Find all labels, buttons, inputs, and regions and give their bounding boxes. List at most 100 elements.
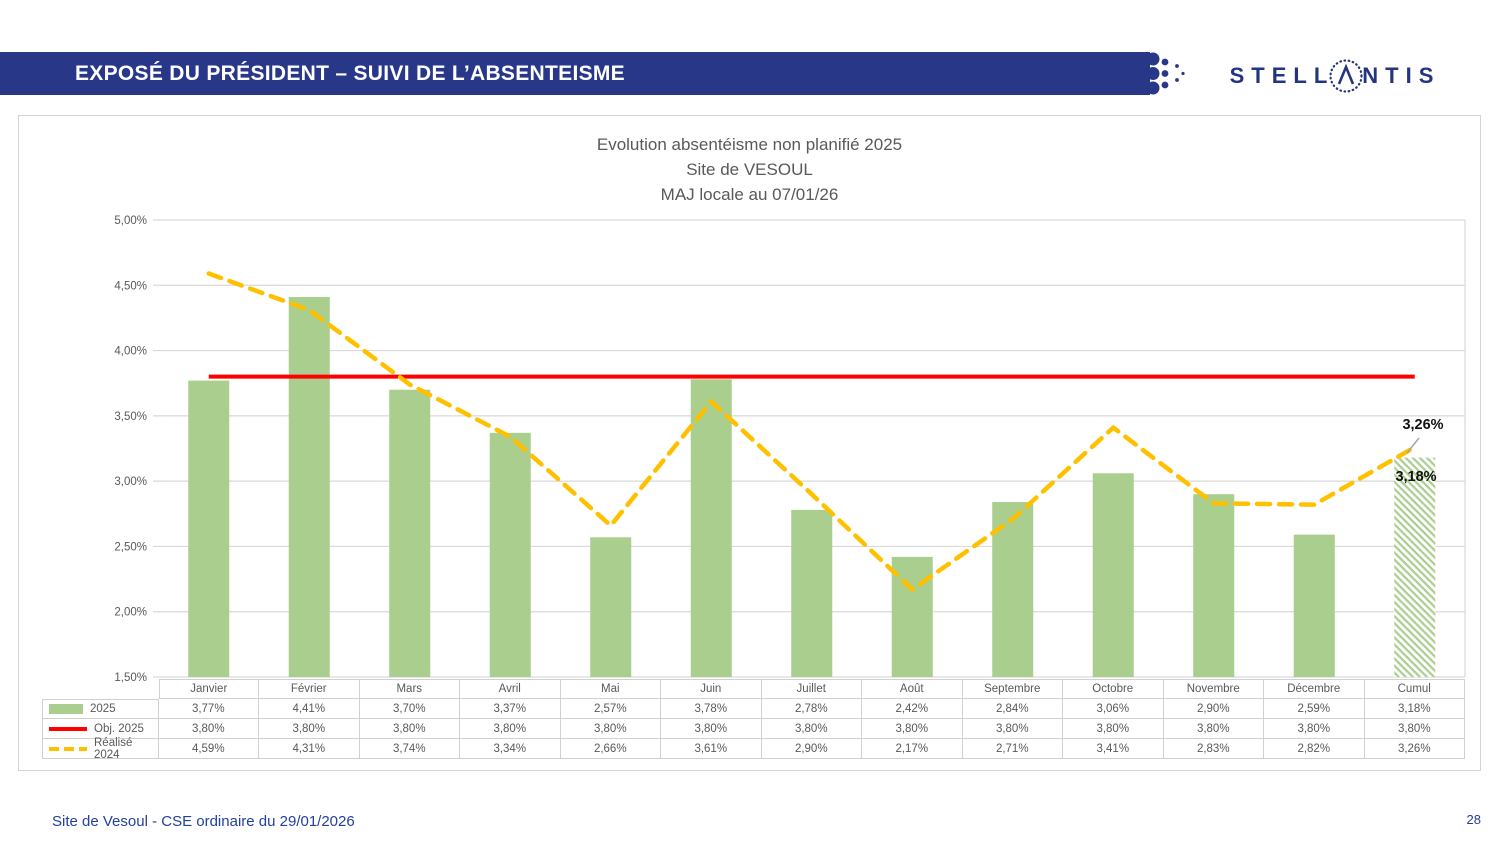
table-header-Décembre: Décembre bbox=[1264, 679, 1365, 699]
legend-label: 2025 bbox=[90, 703, 116, 715]
table-value: 2,71% bbox=[962, 739, 1063, 759]
table-value: 3,80% bbox=[1063, 719, 1164, 739]
table-value: 3,70% bbox=[359, 699, 460, 719]
y-axis-label: 3,00% bbox=[114, 476, 147, 488]
legend-Obj. 2025: Obj. 2025 bbox=[42, 719, 159, 739]
absenteeism-chart: 1,50% 2,00% 2,50% 3,00% 3,50% 4,00% 4,50% 5,00% bbox=[114, 215, 1466, 684]
table-value: 3,34% bbox=[460, 739, 561, 759]
table-value: 4,31% bbox=[259, 739, 360, 759]
table-value: 3,41% bbox=[1063, 739, 1164, 759]
table-value: 3,37% bbox=[460, 699, 561, 719]
chart-subtitle2: MAJ locale au 07/01/26 bbox=[660, 185, 839, 204]
table-value: 2,57% bbox=[560, 699, 661, 719]
y-axis-label: 3,50% bbox=[114, 411, 147, 423]
table-header-Octobre: Octobre bbox=[1063, 679, 1164, 699]
table-value: 2,66% bbox=[560, 739, 661, 759]
table-value: 3,80% bbox=[259, 719, 360, 739]
table-header-Février: Février bbox=[259, 679, 360, 699]
table-value: 3,18% bbox=[1364, 699, 1465, 719]
y-axis-label: 2,00% bbox=[114, 607, 147, 619]
annotation-leader-line bbox=[1406, 437, 1420, 454]
table-value: 2,42% bbox=[862, 699, 963, 719]
bar-cumul-2025 bbox=[1394, 457, 1436, 677]
chart-title-block: Evolution absentéisme non planifié 2025 … bbox=[19, 132, 1480, 207]
page-number: 28 bbox=[1466, 812, 1481, 827]
bar-2025 bbox=[1193, 494, 1235, 677]
logo-text-left: STELL bbox=[1229, 63, 1335, 88]
table-value: 2,17% bbox=[862, 739, 963, 759]
chart-container: 1,50% 2,00% 2,50% 3,00% 3,50% 4,00% 4,50% 5,00%… bbox=[18, 115, 1481, 771]
bar-2025 bbox=[791, 509, 833, 677]
legend-Réalisé 2024: Réalisé 2024 bbox=[42, 736, 159, 761]
realise-2024-line bbox=[206, 271, 1417, 592]
table-value: 3,80% bbox=[1163, 719, 1264, 739]
table-value: 2,84% bbox=[962, 699, 1063, 719]
annotation-cumul-2025: 3,18% bbox=[1395, 469, 1437, 485]
table-value: 2,83% bbox=[1163, 739, 1264, 759]
table-value: 3,80% bbox=[460, 719, 561, 739]
legend-swatch-Obj. 2025 bbox=[49, 726, 87, 731]
table-header-Août: Août bbox=[862, 679, 963, 699]
table-value: 2,78% bbox=[761, 699, 862, 719]
legend-label: Réalisé 2024 bbox=[94, 736, 133, 761]
y-axis-label: 2,50% bbox=[114, 541, 147, 553]
header-banner: EXPOSÉ DU PRÉSIDENT – SUIVI DE L’ABSENTE… bbox=[0, 52, 1150, 95]
table-header-Cumul: Cumul bbox=[1364, 679, 1465, 699]
bar-2025 bbox=[389, 389, 431, 677]
table-value: 3,80% bbox=[661, 719, 762, 739]
bar-2025 bbox=[1293, 534, 1335, 677]
bar-2025 bbox=[891, 556, 933, 677]
table-value: 3,06% bbox=[1063, 699, 1164, 719]
table-value: 2,90% bbox=[1163, 699, 1264, 719]
table-value: 3,80% bbox=[862, 719, 963, 739]
table-value: 3,80% bbox=[158, 719, 259, 739]
table-value: 3,80% bbox=[359, 719, 460, 739]
logo-text-right: NTIS bbox=[1362, 63, 1441, 88]
legend-label: Obj. 2025 bbox=[94, 722, 144, 735]
table-header-Novembre: Novembre bbox=[1163, 679, 1264, 699]
bar-2025 bbox=[288, 297, 330, 677]
y-axis-label: 1,50% bbox=[114, 672, 147, 684]
table-header-Juillet: Juillet bbox=[761, 679, 862, 699]
table-header-Janvier: Janvier bbox=[158, 679, 259, 699]
y-axis-label: 4,50% bbox=[114, 280, 147, 292]
banner-dots-decoration bbox=[1150, 52, 1185, 95]
table-value: 3,26% bbox=[1364, 739, 1465, 759]
page-title: EXPOSÉ DU PRÉSIDENT – SUIVI DE L’ABSENTE… bbox=[75, 62, 625, 85]
table-value: 3,80% bbox=[962, 719, 1063, 739]
table-value: 3,80% bbox=[1264, 719, 1365, 739]
table-value: 3,61% bbox=[661, 739, 762, 759]
y-axis-label: 5,00% bbox=[114, 215, 147, 227]
table-value: 2,90% bbox=[761, 739, 862, 759]
bar-2025 bbox=[188, 380, 230, 677]
table-value: 3,80% bbox=[761, 719, 862, 739]
annotation-cumul-2024: 3,26% bbox=[1402, 417, 1444, 433]
y-axis-label: 4,00% bbox=[114, 346, 147, 358]
bar-2025 bbox=[690, 379, 732, 677]
table-value: 2,82% bbox=[1264, 739, 1365, 759]
bar-2025 bbox=[489, 432, 531, 677]
chart-subtitle: Site de VESOUL bbox=[686, 160, 813, 179]
table-header-Avril: Avril bbox=[460, 679, 561, 699]
table-value: 4,41% bbox=[259, 699, 360, 719]
legend-2025: 2025 bbox=[42, 699, 159, 719]
table-value: 3,80% bbox=[560, 719, 661, 739]
bar-2025 bbox=[590, 537, 632, 677]
stellantis-logo: STELL NTIS bbox=[1215, 58, 1455, 94]
legend-swatch-Réalisé 2024 bbox=[49, 746, 87, 751]
table-header-Juin: Juin bbox=[661, 679, 762, 699]
footer-text: Site de Vesoul - CSE ordinaire du 29/01/… bbox=[52, 813, 355, 830]
table-value: 4,59% bbox=[158, 739, 259, 759]
chart-title: Evolution absentéisme non planifié 2025 bbox=[596, 135, 903, 154]
table-value: 2,59% bbox=[1264, 699, 1365, 719]
table-value: 3,74% bbox=[359, 739, 460, 759]
table-value: 3,80% bbox=[1364, 719, 1465, 739]
table-header-Mai: Mai bbox=[560, 679, 661, 699]
table-value: 3,77% bbox=[158, 699, 259, 719]
table-value: 3,78% bbox=[661, 699, 762, 719]
table-header-Septembre: Septembre bbox=[962, 679, 1063, 699]
bar-2025 bbox=[1092, 473, 1134, 677]
legend-swatch-2025 bbox=[49, 704, 83, 714]
table-header-Mars: Mars bbox=[359, 679, 460, 699]
